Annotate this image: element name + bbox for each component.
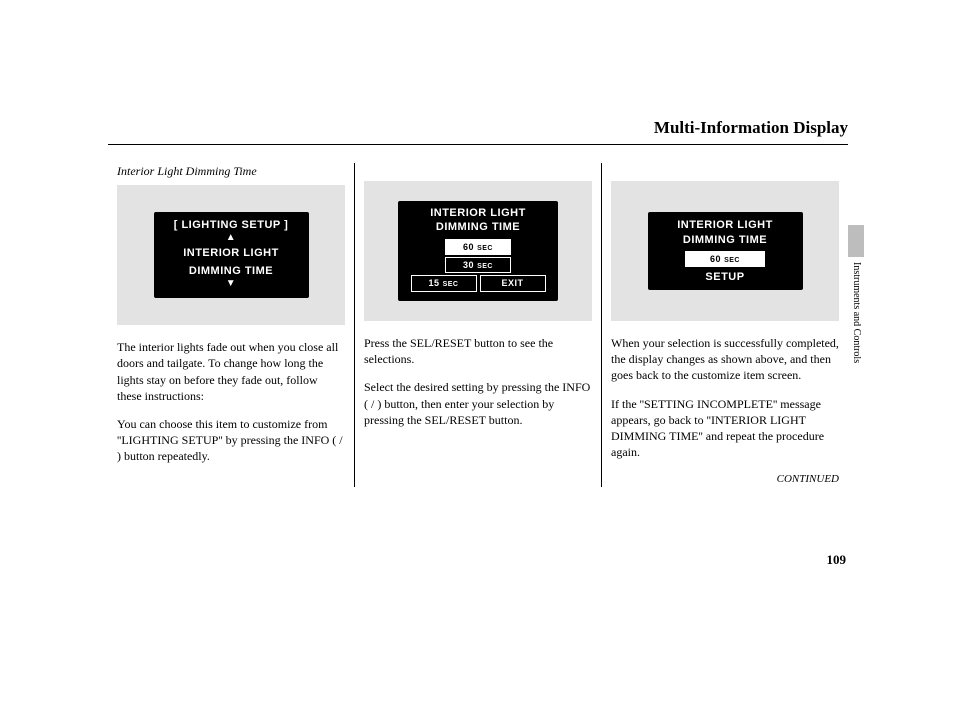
screen-illustration-1: [ LIGHTING SETUP ] ▲ INTERIOR LIGHT DIMM… [117,185,345,325]
col1-paragraph-1: The interior lights fade out when you cl… [117,339,345,404]
screen2-header-line1: INTERIOR LIGHT [430,207,526,219]
screen-illustration-2: INTERIOR LIGHT DIMMING TIME 60 SEC 30 SE… [364,181,592,321]
option-60sec-confirm: 60 SEC [685,251,765,267]
screen-bracket-label: [ LIGHTING SETUP ] [162,218,301,233]
col2-paragraph-2: Select the desired setting by pressing t… [364,379,592,428]
page-title: Multi-Information Display [108,118,848,145]
screen-illustration-3: INTERIOR LIGHT DIMMING TIME 60 SEC SETUP [611,181,839,321]
screen2-header-line2: DIMMING TIME [436,221,520,233]
col3-paragraph-1: When your selection is successfully comp… [611,335,839,384]
display-screen-dimming-options: INTERIOR LIGHT DIMMING TIME 60 SEC 30 SE… [398,201,558,301]
up-arrow-icon: ▲ [162,233,301,243]
option-60sec: 60 SEC [445,239,511,255]
screen-line-1: INTERIOR LIGHT [162,246,301,261]
down-arrow-icon: ▼ [162,279,301,289]
col3-paragraph-2: If the ''SETTING INCOMPLETE'' message ap… [611,396,839,461]
side-section-label: Instruments and Controls [851,262,862,363]
col2-paragraph-1: Press the SEL/RESET button to see the se… [364,335,592,367]
continued-label: CONTINUED [611,472,839,487]
column-3: INTERIOR LIGHT DIMMING TIME 60 SEC SETUP… [601,163,848,487]
col1-paragraph-2: You can choose this item to customize fr… [117,416,345,465]
screen3-setup-label: SETUP [656,270,795,285]
option-exit: EXIT [480,275,546,291]
screen3-header-line2: DIMMING TIME [656,233,795,248]
screen2-header: INTERIOR LIGHT DIMMING TIME [404,207,552,235]
option-15sec: 15 SEC [411,275,477,291]
column-1: Interior Light Dimming Time [ LIGHTING S… [108,163,354,487]
thumb-tab [848,225,864,257]
display-screen-confirmation: INTERIOR LIGHT DIMMING TIME 60 SEC SETUP [648,212,803,290]
display-screen-lighting-setup: [ LIGHTING SETUP ] ▲ INTERIOR LIGHT DIMM… [154,212,309,298]
content-columns: Interior Light Dimming Time [ LIGHTING S… [108,163,848,487]
screen-line-2: DIMMING TIME [162,264,301,279]
section-subtitle: Interior Light Dimming Time [117,163,345,179]
column-2: INTERIOR LIGHT DIMMING TIME 60 SEC 30 SE… [354,163,601,487]
option-30sec: 30 SEC [445,257,511,273]
page-number: 109 [827,552,847,568]
screen3-header-line1: INTERIOR LIGHT [656,218,795,233]
